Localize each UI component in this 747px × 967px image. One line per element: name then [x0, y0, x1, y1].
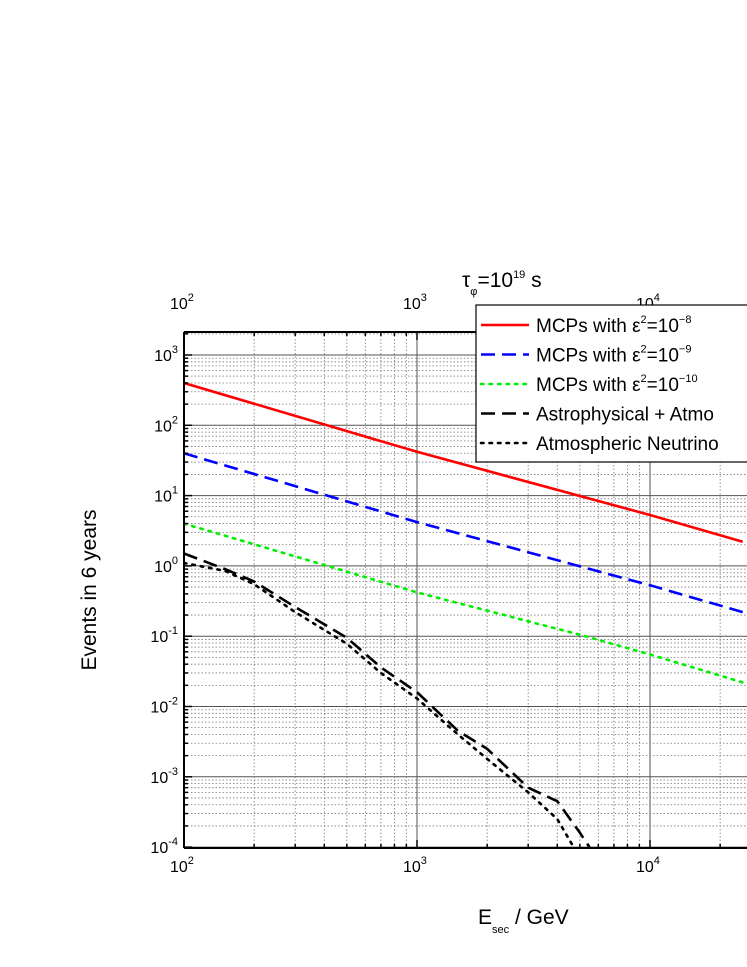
y-tick-label: 103	[154, 344, 178, 365]
x-tick-label: 104	[636, 855, 660, 876]
y-axis-title: Events in 6 years	[78, 509, 101, 670]
legend-label-1: MCPs with ε2=10−8	[536, 314, 691, 337]
x-tick-label: 103	[403, 855, 427, 876]
y-tick-label: 102	[154, 414, 178, 435]
legend-label-3: MCPs with ε2=10−10	[536, 373, 698, 396]
y-tick-label: 100	[154, 555, 178, 576]
legend-label-4: Astrophysical + Atmo	[536, 405, 714, 426]
y-tick-label: 10-3	[150, 766, 178, 787]
series-line-1	[184, 381, 744, 544]
y-tick-label: 10-2	[150, 696, 178, 717]
x-tick-label: 102	[170, 855, 194, 876]
series-line-4	[184, 552, 591, 848]
series-line-5	[184, 561, 575, 848]
series-line-3	[184, 522, 745, 684]
y-tick-label: 10-4	[150, 836, 178, 857]
x-axis-title: Esec / GeV	[478, 906, 569, 936]
series-lines	[184, 381, 745, 848]
x-top-tick-label: 102	[170, 292, 194, 313]
chart-title: τφ=1019 s	[462, 269, 542, 298]
y-tick-label: 101	[154, 485, 178, 506]
series-line-2	[184, 452, 744, 614]
legend-box	[475, 304, 747, 463]
x-top-tick-label: 103	[403, 292, 427, 313]
legend-label-2: MCPs with ε2=10−9	[536, 344, 691, 367]
legend-label-5: Atmospheric Neutrino	[536, 434, 719, 455]
legend: MCPs with ε2=10−8 MCPs with ε2=10−9 MCPs w…	[475, 304, 747, 463]
y-tick-label: 10-1	[150, 625, 178, 646]
